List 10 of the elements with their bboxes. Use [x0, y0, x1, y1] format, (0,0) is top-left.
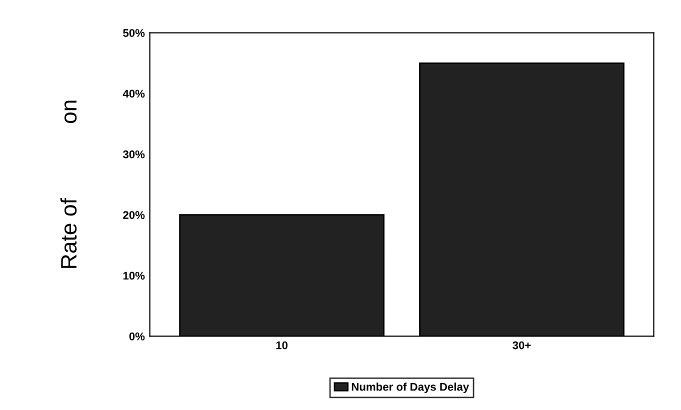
y-axis-title: Rate of on: [60, 100, 77, 268]
y-tick-label: 0%: [129, 332, 145, 340]
legend-label: Number of Days Delay: [352, 382, 470, 393]
y-tick-label: 50%: [123, 29, 145, 37]
y-tick-label: 20%: [123, 211, 145, 219]
y-tick-label: 40%: [122, 90, 145, 98]
y-tick-label: 10%: [123, 272, 145, 280]
x-tick-label: 10: [276, 341, 288, 350]
x-tick-label: 30+: [512, 341, 531, 350]
y-tick-label: 30%: [122, 150, 145, 158]
